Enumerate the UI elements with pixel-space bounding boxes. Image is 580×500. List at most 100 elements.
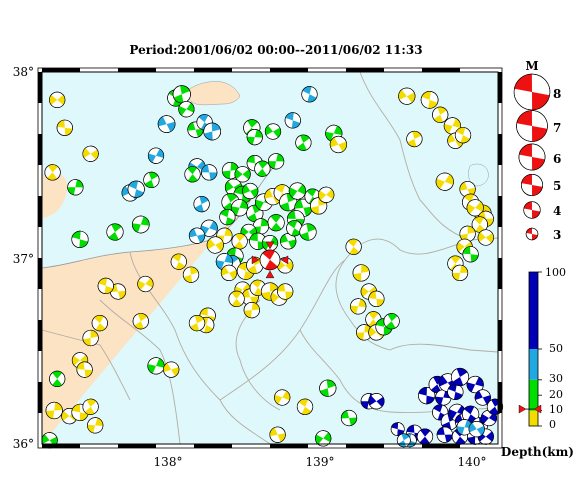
depth-band bbox=[529, 410, 538, 426]
land-noto-peninsula bbox=[42, 172, 68, 218]
epicenter-marker bbox=[477, 229, 494, 246]
mag-label-8: 8 bbox=[553, 87, 561, 101]
epicenter-markers bbox=[41, 85, 504, 449]
epicenter-marker bbox=[260, 282, 280, 301]
epicenter-marker bbox=[315, 430, 332, 447]
epicenter-marker bbox=[249, 232, 267, 250]
mag-label-5: 5 bbox=[553, 179, 561, 193]
main-event-marker bbox=[251, 241, 289, 279]
epicenter-marker bbox=[193, 196, 210, 213]
epicenter-marker bbox=[170, 253, 187, 270]
epicenter-marker bbox=[243, 302, 260, 319]
epicenter-marker bbox=[329, 135, 347, 154]
magnitude-legend-beachball bbox=[523, 201, 541, 219]
epicenter-marker bbox=[477, 210, 494, 227]
epicenter-marker bbox=[219, 209, 236, 226]
epicenter-marker bbox=[277, 283, 294, 300]
magnitude-legend-beachball bbox=[518, 143, 546, 171]
depth-tick-0: 0 bbox=[549, 418, 556, 431]
lon-tick-138: 138° bbox=[154, 455, 183, 469]
epicenter-marker bbox=[131, 215, 150, 234]
epicenter-marker bbox=[319, 379, 337, 397]
epicenter-marker bbox=[280, 233, 297, 250]
epicenter-marker bbox=[106, 223, 124, 241]
epicenter-marker bbox=[435, 389, 452, 406]
epicenter-marker bbox=[350, 298, 367, 315]
epicenter-marker bbox=[436, 426, 453, 443]
main-event-arrow-down bbox=[265, 270, 275, 279]
epicenter-marker bbox=[462, 246, 479, 263]
epicenter-marker bbox=[301, 86, 318, 103]
main-event-arrow-up bbox=[265, 241, 275, 250]
lake-inawashiro bbox=[468, 163, 489, 187]
epicenter-marker bbox=[277, 257, 294, 274]
magnitude-legend: M 8 7 6 5 4 3 bbox=[513, 59, 561, 242]
epicenter-marker bbox=[299, 223, 317, 241]
epicenter-marker bbox=[296, 398, 314, 415]
epicenter-marker bbox=[200, 219, 218, 237]
epicenter-marker bbox=[157, 115, 176, 133]
epicenter-marker bbox=[269, 426, 286, 443]
lat-tick-37: 37° bbox=[13, 252, 34, 266]
epicenter-marker bbox=[188, 315, 206, 332]
epicenter-marker bbox=[368, 290, 385, 307]
epicenter-marker bbox=[420, 91, 439, 109]
epicenter-marker bbox=[246, 256, 264, 274]
epicenter-marker bbox=[242, 182, 259, 200]
epicenter-marker bbox=[254, 160, 271, 177]
depth-tick-30: 30 bbox=[549, 372, 563, 385]
epicenter-marker bbox=[383, 313, 400, 330]
epicenter-marker bbox=[390, 422, 405, 437]
depth-marker-arrow-right bbox=[533, 404, 542, 414]
epicenter-marker bbox=[432, 106, 449, 123]
depth-tick-100: 100 bbox=[545, 266, 566, 279]
magnitude-legend-title: M bbox=[525, 59, 538, 73]
main-event-arrow-right bbox=[280, 255, 289, 265]
epicenter-marker bbox=[182, 266, 200, 283]
epicenter-marker bbox=[49, 370, 66, 387]
epicenter-marker bbox=[268, 153, 285, 170]
lat-tick-38: 38° bbox=[13, 65, 34, 79]
depth-band bbox=[529, 272, 538, 349]
depth-marker-arrow-left bbox=[518, 404, 527, 414]
map-title: Period:2001/06/02 00:00--2011/06/02 11:3… bbox=[129, 43, 422, 57]
mag-label-3: 3 bbox=[553, 228, 561, 242]
epicenter-marker bbox=[231, 199, 249, 217]
epicenter-marker bbox=[44, 164, 61, 181]
epicenter-marker bbox=[443, 117, 461, 135]
lat-tick-36: 36° bbox=[13, 437, 34, 451]
frame-ticks bbox=[37, 67, 503, 449]
map-area bbox=[37, 67, 504, 449]
depth-band bbox=[529, 379, 538, 411]
epicenter-marker bbox=[49, 91, 66, 109]
epicenter-marker bbox=[466, 375, 484, 394]
epicenter-marker bbox=[71, 230, 89, 248]
mag-label-4: 4 bbox=[553, 204, 561, 218]
epicenter-marker bbox=[451, 264, 469, 281]
epicenter-marker bbox=[76, 361, 93, 378]
epicenter-marker bbox=[67, 179, 84, 196]
epicenter-marker bbox=[286, 220, 303, 237]
epicenter-marker bbox=[82, 398, 99, 415]
epicenter-marker bbox=[137, 275, 154, 293]
epicenter-marker bbox=[284, 112, 301, 129]
epicenter-marker bbox=[147, 357, 165, 375]
epicenter-marker bbox=[454, 127, 472, 144]
epicenter-marker bbox=[127, 180, 145, 198]
epicenter-marker bbox=[220, 264, 238, 281]
axis-labels: 38° 37° 36° 138° 139° 140° bbox=[13, 65, 487, 469]
land-sado-island bbox=[187, 81, 241, 106]
magnitude-legend-beachball bbox=[525, 227, 539, 241]
epicenter-marker bbox=[398, 87, 416, 105]
epicenter-marker bbox=[447, 383, 464, 400]
depth-colorbar: 100 50 30 20 10 0 Depth(km) bbox=[501, 266, 574, 459]
epicenter-marker bbox=[418, 387, 436, 405]
epicenter-marker bbox=[143, 171, 160, 188]
epicenter-marker bbox=[201, 164, 218, 181]
depth-band bbox=[529, 349, 538, 380]
epicenter-marker bbox=[87, 417, 104, 434]
epicenter-marker bbox=[45, 401, 63, 420]
magnitude-legend-beachball bbox=[521, 174, 543, 196]
epicenter-marker bbox=[163, 361, 180, 378]
